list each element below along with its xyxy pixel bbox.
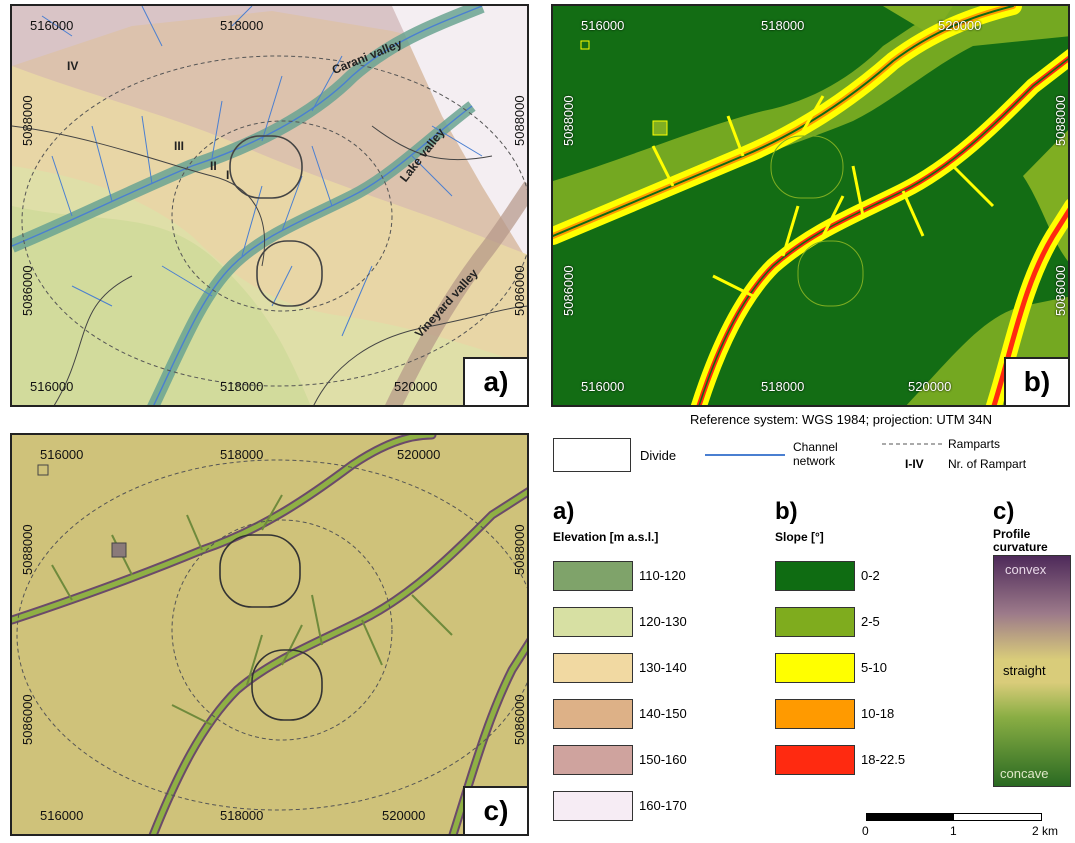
y-tick-right-1: 5088000 (512, 95, 527, 146)
slope-class-label: 0-2 (861, 568, 880, 583)
rampart-label-iv: IV (67, 59, 79, 73)
legend-slope: b) Slope [°] (775, 498, 824, 545)
y-tick-right-2: 5086000 (512, 694, 527, 745)
x-tick-top-2: 518000 (220, 18, 264, 33)
x-tick-bottom-2: 518000 (220, 379, 264, 394)
rampart-label-ii: II (210, 159, 217, 173)
legend-slope-letter: b) (775, 498, 798, 525)
channel-label-1: Channel (793, 440, 838, 454)
scale-bar (866, 813, 1042, 821)
divide-swatch (553, 438, 631, 472)
legend-curvature-title-2: curvature (993, 540, 1048, 554)
panel-tag-b: b) (1004, 357, 1068, 405)
slope-class-label: 18-22.5 (861, 752, 906, 767)
x-tick-bottom-1: 516000 (30, 379, 74, 394)
elevation-class-swatch (553, 607, 633, 637)
scale-label-2: 2 km (1032, 824, 1059, 838)
slope-class-label: 5-10 (861, 660, 888, 675)
panel-tag-a: a) (463, 357, 527, 405)
x-tick-bottom-3: 520000 (908, 379, 952, 394)
ramparts-numbering-label: Nr. of Rampart (948, 457, 1027, 471)
rampart-label-iii: III (174, 139, 185, 153)
elevation-class-swatch (553, 699, 633, 729)
reference-system-note: Reference system: WGS 1984; projection: … (690, 412, 993, 427)
x-tick-top-2: 518000 (220, 447, 264, 462)
elevation-class-swatch (553, 561, 633, 591)
channel-label-2: network (793, 454, 836, 468)
slope-map (553, 6, 1068, 405)
map-panel-b: 516000 518000 520000 516000 518000 52000… (551, 4, 1070, 407)
legend-elevation-title: Elevation [m a.s.l.] (553, 530, 659, 544)
y-tick-left-2: 5086000 (20, 265, 35, 316)
legend-elevation: a) Elevation [m a.s.l.] (553, 498, 659, 545)
ramparts-numbering-code: I-IV (905, 457, 924, 471)
panel-tag-c: c) (463, 786, 527, 834)
y-tick-left-2: 5086000 (20, 694, 35, 745)
elevation-class-label: 140-150 (639, 706, 687, 721)
y-tick-right-2: 5086000 (512, 265, 527, 316)
y-tick-left-2: 5086000 (561, 265, 576, 316)
scale-label-0: 0 (862, 824, 869, 838)
slope-class-swatch (775, 561, 855, 591)
legend-curvature-title-1: Profile (993, 527, 1031, 541)
elevation-class-label: 120-130 (639, 614, 687, 629)
x-tick-top-2: 518000 (761, 18, 805, 33)
x-tick-top-1: 516000 (40, 447, 84, 462)
x-tick-top-1: 516000 (581, 18, 625, 33)
slope-class-label: 10-18 (861, 706, 895, 721)
elevation-class-swatch (553, 653, 633, 683)
map-panel-a: 516000 518000 516000 518000 520000 50880… (10, 4, 529, 407)
x-tick-bottom-1: 516000 (40, 808, 84, 823)
y-tick-right-1: 5088000 (1053, 95, 1068, 146)
y-tick-right-2: 5086000 (1053, 265, 1068, 316)
x-tick-top-3: 520000 (938, 18, 982, 33)
elevation-map (12, 6, 527, 405)
elevation-class-label: 130-140 (639, 660, 687, 675)
slope-class-swatch (775, 745, 855, 775)
slope-class-swatch (775, 699, 855, 729)
legend-curvature-letter: c) (993, 498, 1015, 525)
x-tick-top-3: 520000 (397, 447, 441, 462)
elevation-class-swatch (553, 745, 633, 775)
legend-elevation-letter: a) (553, 498, 575, 525)
channel-network-symbol (705, 454, 785, 456)
slope-class-swatch (775, 607, 855, 637)
y-tick-right-1: 5088000 (512, 524, 527, 575)
scale-label-1: 1 (950, 824, 957, 838)
ramp-label-straight: straight (1003, 663, 1046, 678)
divide-label: Divide (640, 448, 677, 463)
legend-slope-title: Slope [°] (775, 530, 824, 544)
ramp-label-concave: concave (1000, 766, 1049, 781)
x-tick-bottom-1: 516000 (581, 379, 625, 394)
ramp-label-convex: convex (1005, 562, 1047, 577)
x-tick-bottom-3: 520000 (394, 379, 438, 394)
elevation-class-label: 110-120 (639, 568, 686, 583)
y-tick-left-1: 5088000 (20, 524, 35, 575)
legend-curvature: c) Profile curvature (993, 500, 1048, 554)
elevation-class-label: 160-170 (639, 798, 687, 813)
x-tick-bottom-3: 520000 (382, 808, 426, 823)
slope-class-swatch (775, 653, 855, 683)
slope-class-label: 2-5 (861, 614, 880, 629)
ramparts-label: Ramparts (948, 437, 1001, 451)
rampart-label-i: I (226, 168, 230, 182)
curvature-map (12, 435, 527, 834)
x-tick-top-1: 516000 (30, 18, 74, 33)
x-tick-bottom-2: 518000 (761, 379, 805, 394)
y-tick-left-1: 5088000 (20, 95, 35, 146)
y-tick-left-1: 5088000 (561, 95, 576, 146)
ramparts-symbol (882, 443, 942, 445)
elevation-class-label: 150-160 (639, 752, 687, 767)
map-panel-c: 516000 518000 520000 516000 518000 52000… (10, 433, 529, 836)
curvature-color-ramp (993, 555, 1071, 787)
x-tick-bottom-2: 518000 (220, 808, 264, 823)
elevation-class-swatch (553, 791, 633, 821)
